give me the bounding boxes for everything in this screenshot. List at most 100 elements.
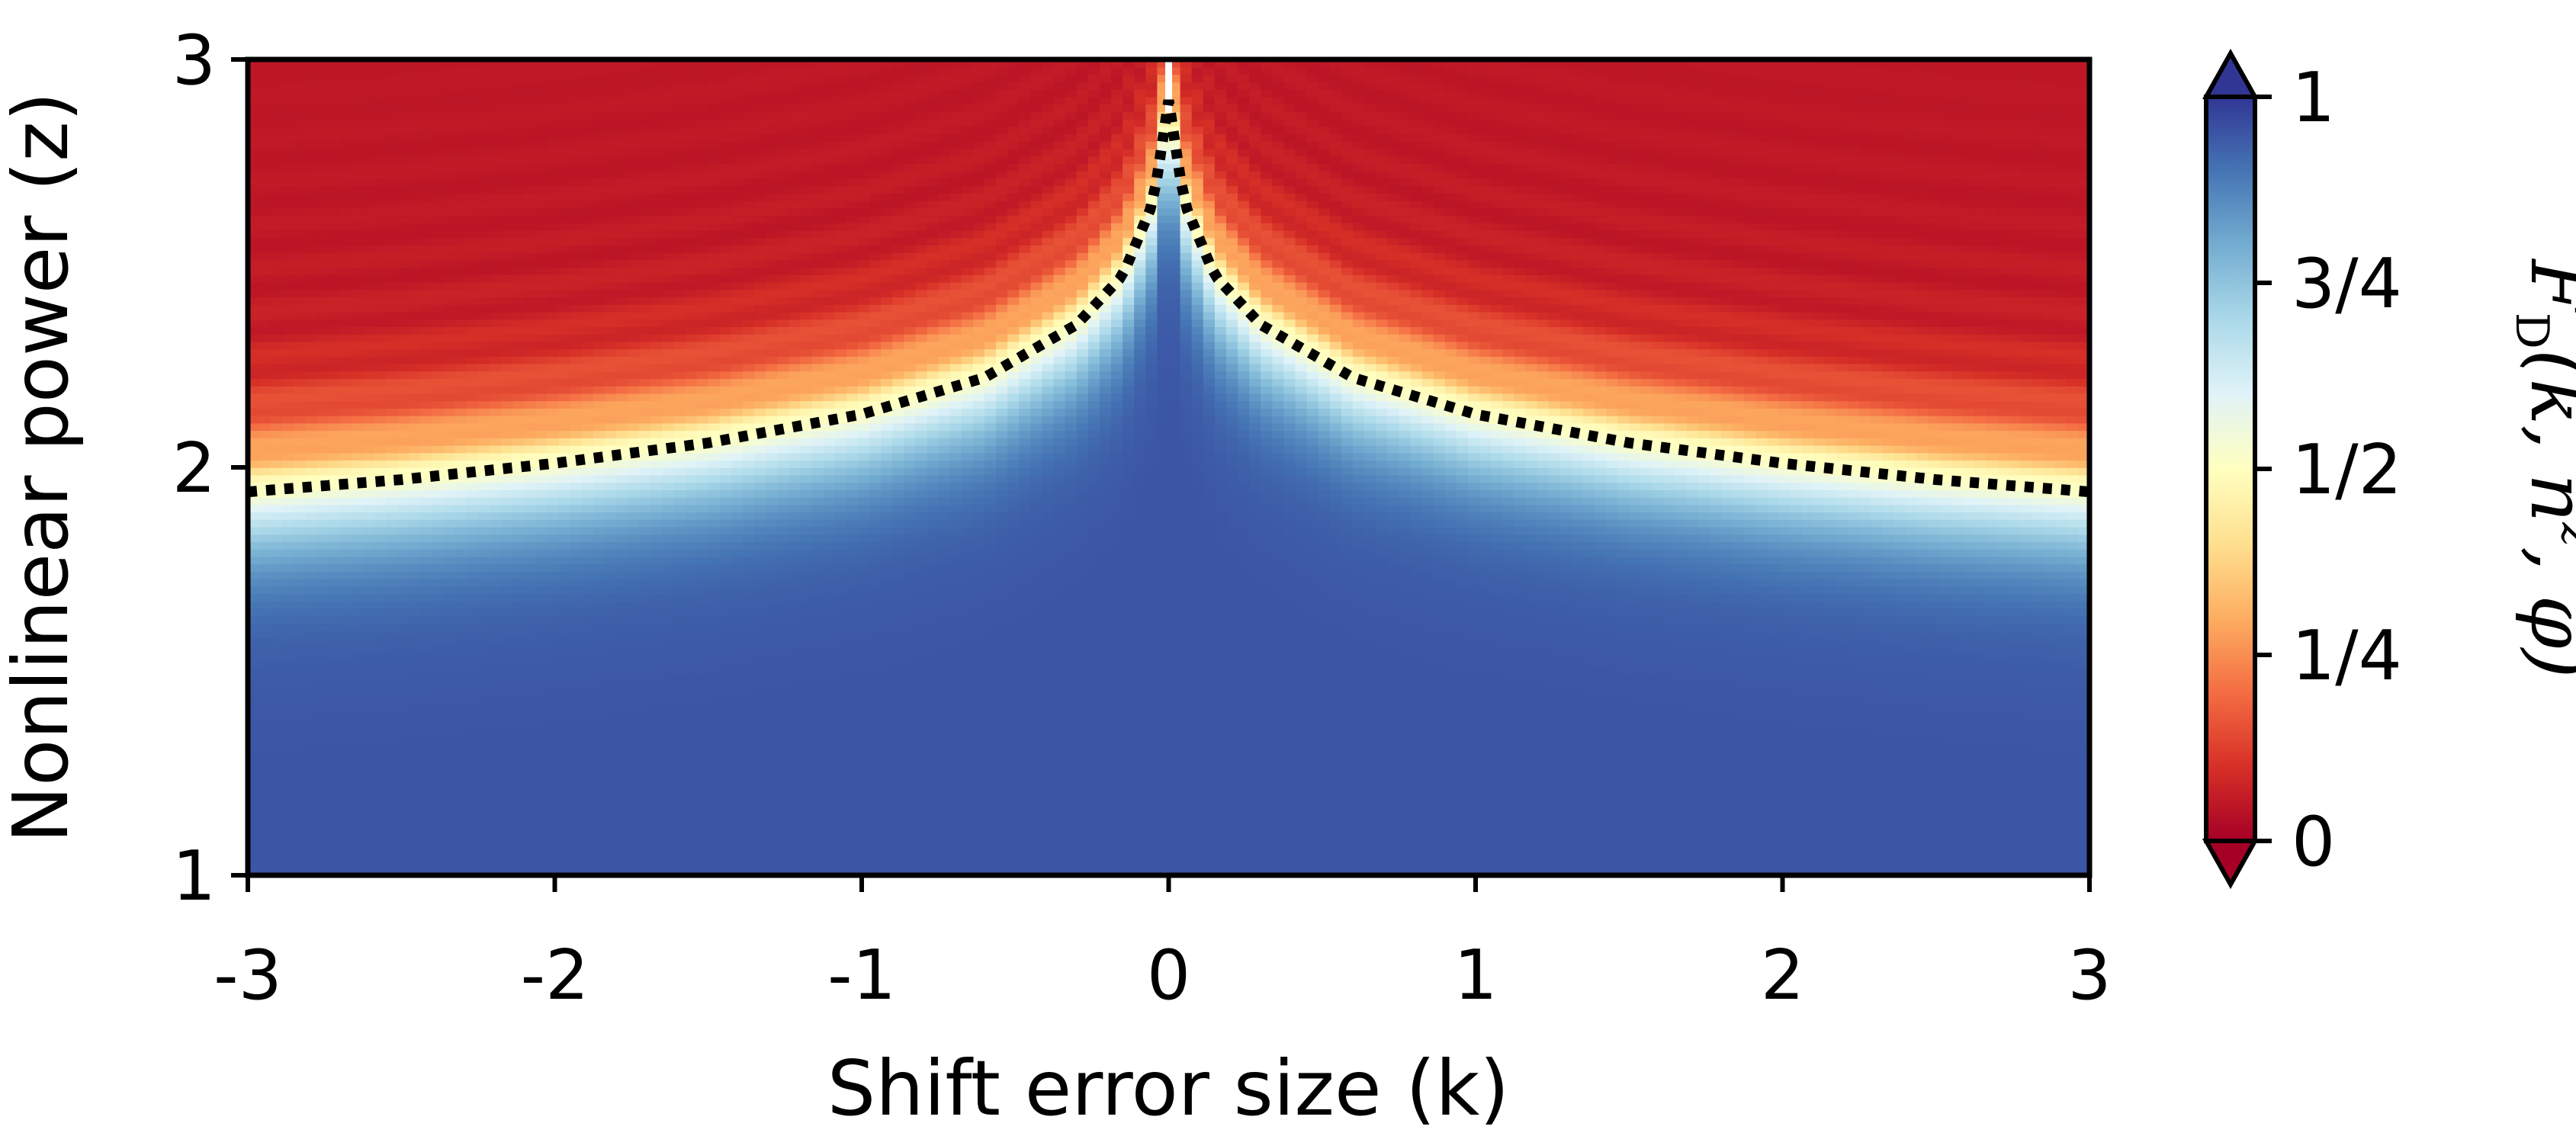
heatmap-cell	[547, 267, 560, 275]
heatmap-cell	[282, 675, 295, 683]
heatmap-cell	[501, 496, 513, 505]
heatmap-cell	[282, 756, 295, 765]
heatmap-cell	[477, 764, 490, 772]
heatmap-cell	[558, 178, 571, 187]
heatmap-cell	[339, 363, 352, 372]
heatmap-cell	[685, 88, 698, 98]
heatmap-cell	[639, 422, 652, 432]
heatmap-cell	[397, 563, 410, 572]
heatmap-cell	[259, 868, 271, 875]
heatmap-cell	[673, 830, 686, 839]
heatmap-cell	[616, 623, 628, 631]
heatmap-cell	[374, 371, 387, 380]
heatmap-cell	[362, 170, 375, 179]
heatmap-cell	[639, 846, 652, 854]
heatmap-cell	[339, 801, 352, 810]
heatmap-cell	[754, 653, 767, 661]
heatmap-cell	[604, 771, 617, 780]
heatmap-cell	[524, 512, 537, 520]
heatmap-cell	[259, 578, 271, 587]
heatmap-cell	[432, 778, 445, 788]
heatmap-cell	[432, 563, 445, 572]
heatmap-cell	[616, 823, 628, 832]
heatmap-cell	[535, 756, 548, 765]
heatmap-cell	[628, 170, 640, 179]
heatmap-cell	[432, 88, 445, 98]
heatmap-cell	[766, 615, 779, 624]
heatmap-cell	[558, 608, 571, 617]
heatmap-cell	[708, 689, 721, 698]
heatmap-cell	[570, 586, 583, 595]
heatmap-cell	[581, 460, 594, 468]
heatmap-cell	[443, 549, 456, 557]
heatmap-cell	[305, 586, 318, 595]
heatmap-cell	[454, 586, 467, 595]
heatmap-cell	[547, 868, 560, 875]
heatmap-cell	[443, 400, 456, 409]
heatmap-cell	[351, 689, 364, 698]
heatmap-cell	[628, 178, 640, 187]
heatmap-cell	[662, 148, 675, 157]
heatmap-cell	[328, 126, 341, 135]
heatmap-cell	[547, 526, 560, 535]
heatmap-cell	[628, 631, 640, 639]
heatmap-cell	[432, 386, 445, 394]
heatmap-cell	[719, 801, 732, 810]
heatmap-cell	[282, 393, 295, 402]
heatmap-cell	[696, 386, 709, 394]
heatmap-cell	[708, 126, 721, 135]
heatmap-cell	[339, 615, 352, 624]
heatmap-cell	[305, 496, 318, 505]
heatmap-cell	[282, 830, 295, 839]
heatmap-cell	[351, 608, 364, 617]
heatmap-cell	[362, 326, 375, 335]
heatmap-cell	[650, 615, 663, 624]
heatmap-cell	[662, 601, 675, 609]
heatmap-cell	[248, 393, 260, 402]
heatmap-cell	[432, 400, 445, 409]
heatmap-cell	[409, 519, 422, 528]
heatmap-cell	[743, 615, 755, 624]
heatmap-cell	[547, 496, 560, 505]
heatmap-cell	[454, 326, 467, 335]
heatmap-cell	[282, 549, 295, 557]
heatmap-cell	[328, 59, 341, 68]
heatmap-cell	[477, 637, 490, 647]
heatmap-cell	[271, 245, 284, 253]
heatmap-cell	[386, 823, 399, 832]
heatmap-cell	[489, 496, 502, 505]
heatmap-cell	[351, 734, 364, 743]
heatmap-cell	[328, 860, 341, 869]
heatmap-cell	[316, 170, 329, 179]
heatmap-cell	[547, 237, 560, 245]
heatmap-cell	[616, 133, 628, 142]
heatmap-cell	[673, 816, 686, 824]
heatmap-cell	[650, 504, 663, 513]
heatmap-cell	[271, 415, 284, 424]
heatmap-cell	[305, 631, 318, 639]
heatmap-cell	[639, 371, 652, 380]
heatmap-cell	[558, 778, 571, 788]
heatmap-cell	[271, 689, 284, 698]
heatmap-cell	[604, 712, 617, 720]
heatmap-cell	[535, 193, 548, 201]
heatmap-cell	[489, 59, 502, 68]
heatmap-cell	[547, 741, 560, 750]
heatmap-cell	[477, 111, 490, 120]
heatmap-cell	[731, 363, 744, 372]
heatmap-cell	[524, 608, 537, 617]
heatmap-cell	[477, 74, 490, 82]
heatmap-cell	[477, 697, 490, 706]
heatmap-cell	[512, 289, 525, 298]
heatmap-cell	[374, 830, 387, 839]
heatmap-cell	[628, 623, 640, 631]
heatmap-cell	[708, 756, 721, 765]
heatmap-cell	[593, 645, 605, 653]
heatmap-cell	[489, 245, 502, 253]
heatmap-cell	[696, 727, 709, 735]
heatmap-cell	[362, 571, 375, 579]
heatmap-cell	[432, 786, 445, 794]
heatmap-cell	[604, 734, 617, 743]
heatmap-cell	[524, 534, 537, 543]
heatmap-cell	[604, 378, 617, 387]
